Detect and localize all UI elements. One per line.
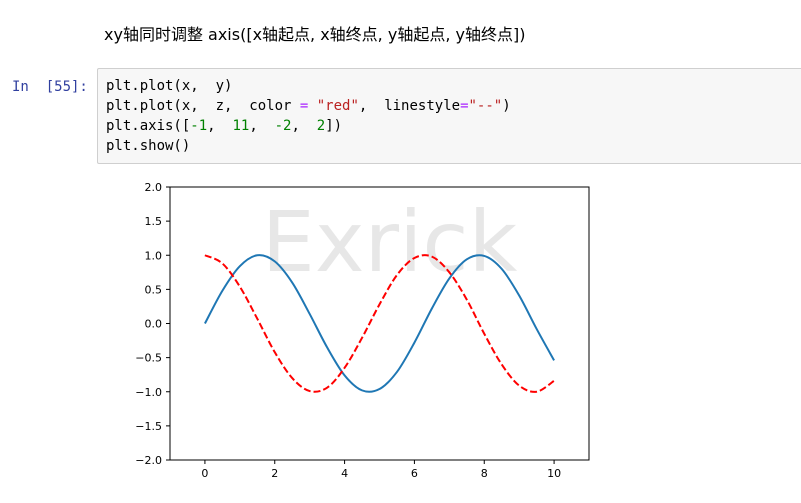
code-token: "red" (316, 98, 359, 114)
code-token: = (460, 98, 469, 114)
watermark-text: Exrick (262, 193, 518, 291)
y-tick-label: 1.5 (145, 215, 163, 228)
code-token: plt.axis([ (106, 118, 191, 134)
series-line-2 (204, 254, 555, 393)
code-token: plt.plot(x, z, color (106, 98, 300, 114)
x-tick-label: 0 (201, 467, 208, 480)
code-token: 2 (316, 118, 326, 134)
code-token: ) (502, 98, 511, 114)
code-token: , (249, 118, 275, 134)
input-prompt: In [55]: (12, 79, 88, 95)
y-tick-label: 0.0 (145, 318, 163, 331)
x-tick-label: 10 (547, 467, 561, 480)
line-chart: Exrick 0 2 4 6 8 10 2.0 1.5 1.0 0.5 0.0 −0.5 −1.0 −1.5… (135, 181, 590, 480)
y-tick-label: −2.0 (135, 454, 162, 467)
code-token: , (207, 118, 233, 134)
y-tick-label: −1.5 (135, 420, 162, 433)
code-cell[interactable]: plt.plot(x, y) plt.plot(x, z, color = "re… (97, 68, 801, 164)
output-area: Exrick 0 2 4 6 8 10 2.0 1.5 1.0 0.5 0.0 −0.5 −1.0 −1.5… (124, 176, 604, 496)
code-line: plt.plot(x, z, color = "red", linestyle=… (106, 96, 511, 116)
code-token: ]) (325, 118, 343, 134)
code-token: -1 (190, 118, 208, 134)
code-token: plt.plot(x, y) (106, 78, 233, 94)
y-tick-label: 1.0 (145, 249, 163, 262)
code-line: plt.show() (106, 136, 190, 156)
code-token: "--" (468, 98, 503, 114)
code-line: plt.axis([-1, 11, -2, 2]) (106, 116, 342, 136)
code-token: , (291, 118, 317, 134)
x-tick-label: 4 (341, 467, 348, 480)
code-line: plt.plot(x, y) (106, 76, 232, 96)
markdown-heading: xy轴同时调整 axis([x轴起点, x轴终点, y轴起点, y轴终点]) (104, 25, 526, 44)
code-token (308, 98, 316, 114)
x-tick-label: 8 (481, 467, 488, 480)
code-token: = (299, 98, 309, 114)
code-token: plt.show() (106, 138, 191, 154)
code-token: -2 (274, 118, 292, 134)
code-token: 11 (232, 118, 250, 134)
y-tick-label: 2.0 (145, 181, 163, 194)
series-line-1 (204, 254, 555, 393)
x-tick-label: 6 (411, 467, 418, 480)
y-tick-label: 0.5 (145, 283, 163, 296)
x-tick-label: 2 (271, 467, 278, 480)
y-tick-label: −0.5 (135, 352, 162, 365)
y-tick-label: −1.0 (135, 386, 162, 399)
code-token: , linestyle (358, 98, 461, 114)
